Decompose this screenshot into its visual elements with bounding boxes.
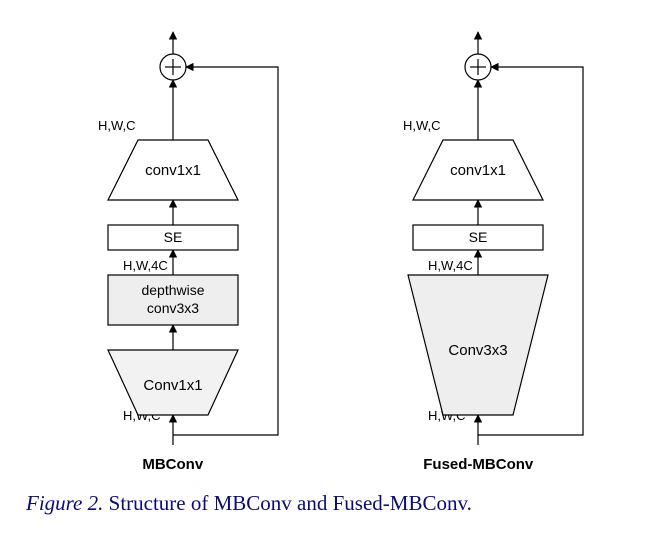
mbconv-se-label: SE <box>163 229 182 245</box>
mbconv-expand-dim: H,W,4C <box>123 258 168 273</box>
fused-conv1x1-project-label: conv1x1 <box>450 162 506 179</box>
fused-output-dim: H,W,C <box>403 118 441 133</box>
mbconv-diagram: H,W,C Conv1x1 depthwise conv3x3 H,W,4C S… <box>43 20 303 473</box>
fused-mbconv-diagram: H,W,C Conv3x3 H,W,4C SE conv1x1 H,W,C <box>348 20 608 473</box>
mbconv-svg: H,W,C Conv1x1 depthwise conv3x3 H,W,4C S… <box>43 20 303 460</box>
mbconv-depthwise-label2: conv3x3 <box>147 300 199 316</box>
fused-expand-dim: H,W,4C <box>428 258 473 273</box>
mbconv-conv1x1-project-label: conv1x1 <box>145 162 201 179</box>
mbconv-depthwise-label1: depthwise <box>141 282 204 298</box>
fused-svg: H,W,C Conv3x3 H,W,4C SE conv1x1 H,W,C <box>348 20 608 460</box>
figure-caption: Figure 2. Structure of MBConv and Fused-… <box>20 491 631 516</box>
figure-container: H,W,C Conv1x1 depthwise conv3x3 H,W,4C S… <box>20 20 631 516</box>
fused-se-label: SE <box>469 229 488 245</box>
fused-conv3x3-label: Conv3x3 <box>449 342 508 359</box>
mbconv-output-dim: H,W,C <box>98 118 136 133</box>
fused-title: Fused-MBConv <box>348 456 608 473</box>
caption-text: Structure of MBConv and Fused-MBConv. <box>109 491 472 515</box>
mbconv-title: MBConv <box>43 456 303 473</box>
mbconv-conv1x1-expand-label: Conv1x1 <box>143 377 202 394</box>
diagrams-row: H,W,C Conv1x1 depthwise conv3x3 H,W,4C S… <box>20 20 631 473</box>
caption-label: Figure 2. <box>26 491 103 515</box>
